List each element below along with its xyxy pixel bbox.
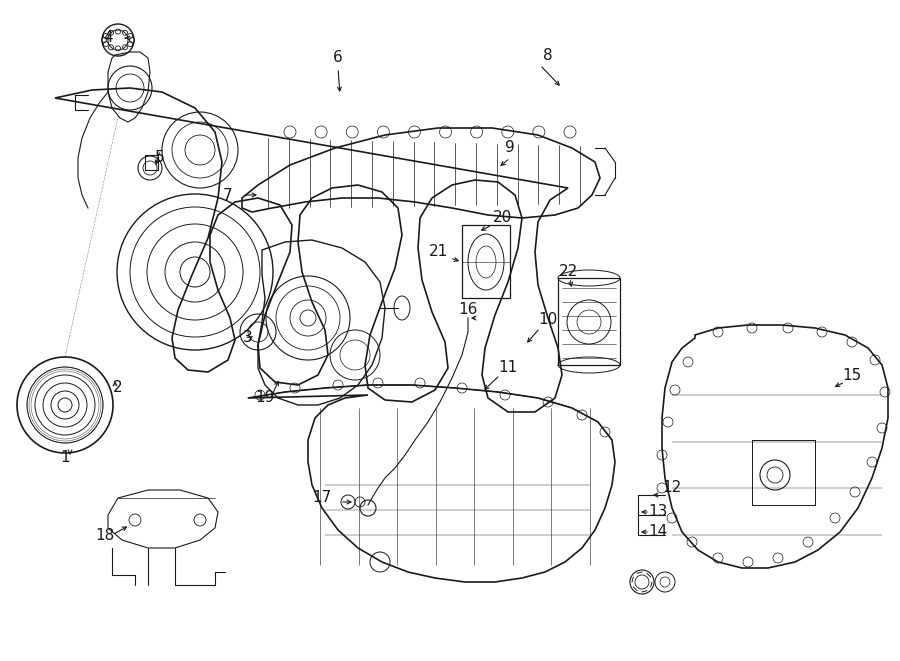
Text: 12: 12: [662, 481, 681, 496]
Text: 6: 6: [333, 50, 343, 65]
Text: 5: 5: [155, 151, 165, 165]
Text: 22: 22: [558, 264, 578, 280]
Text: 3: 3: [243, 330, 253, 346]
Text: 1: 1: [60, 451, 70, 465]
Text: 15: 15: [842, 368, 861, 383]
Text: 13: 13: [648, 504, 668, 520]
Text: 16: 16: [458, 303, 478, 317]
Text: 4: 4: [104, 30, 112, 46]
Text: 11: 11: [499, 360, 517, 375]
Text: 8: 8: [544, 48, 553, 63]
Text: 10: 10: [538, 313, 558, 327]
Text: 21: 21: [428, 245, 447, 260]
Text: 20: 20: [492, 210, 511, 225]
Text: 19: 19: [256, 391, 274, 405]
Text: 18: 18: [95, 527, 114, 543]
Text: 9: 9: [505, 141, 515, 155]
Text: 14: 14: [648, 524, 668, 539]
Text: 7: 7: [223, 188, 233, 202]
Text: 2: 2: [113, 381, 122, 395]
Text: 17: 17: [312, 490, 331, 506]
